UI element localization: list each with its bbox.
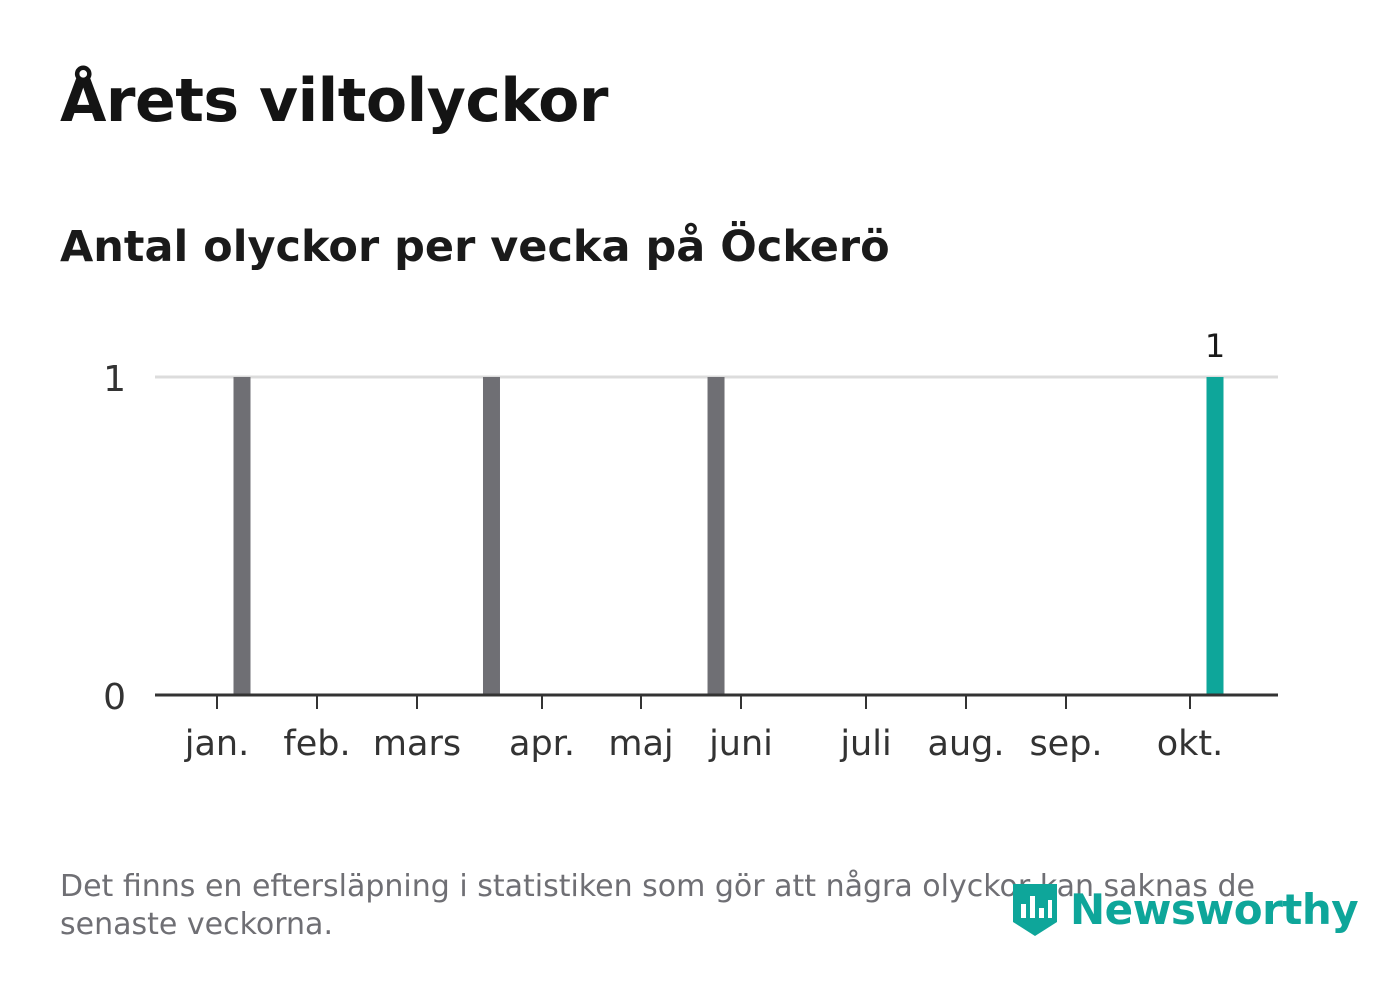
brand-logo: Newsworthy bbox=[1010, 878, 1359, 940]
bar bbox=[482, 377, 500, 695]
y-tick-label: 0 bbox=[103, 677, 126, 718]
bar-highlight bbox=[1206, 377, 1224, 695]
chart-title: Årets viltolyckor bbox=[60, 66, 609, 136]
newsworthy-logo-icon bbox=[1013, 884, 1057, 936]
bar bbox=[233, 377, 251, 695]
y-tick-label: 1 bbox=[103, 359, 126, 400]
brand-name: Newsworthy bbox=[1070, 884, 1359, 934]
x-tick-label: sep. bbox=[1029, 724, 1102, 764]
x-tick-label: apr. bbox=[509, 724, 575, 764]
bar-data-label: 1 bbox=[1205, 327, 1225, 365]
x-tick-label: juli bbox=[839, 724, 891, 764]
bar-chart: 0 1 1 jan. feb. mars apr. maj juni juli aug. sep. ok… bbox=[103, 327, 1278, 764]
x-tick-label: okt. bbox=[1157, 724, 1224, 764]
x-tick-label: mars bbox=[373, 724, 461, 764]
x-tick-label: aug. bbox=[928, 724, 1005, 764]
x-tick-label: juni bbox=[708, 724, 773, 764]
x-tick-label: maj bbox=[608, 724, 673, 764]
bar bbox=[707, 377, 725, 695]
x-tick-label: jan. bbox=[184, 724, 249, 764]
x-tick-label: feb. bbox=[283, 724, 350, 764]
chart-subtitle: Antal olyckor per vecka på Öckerö bbox=[60, 222, 890, 272]
